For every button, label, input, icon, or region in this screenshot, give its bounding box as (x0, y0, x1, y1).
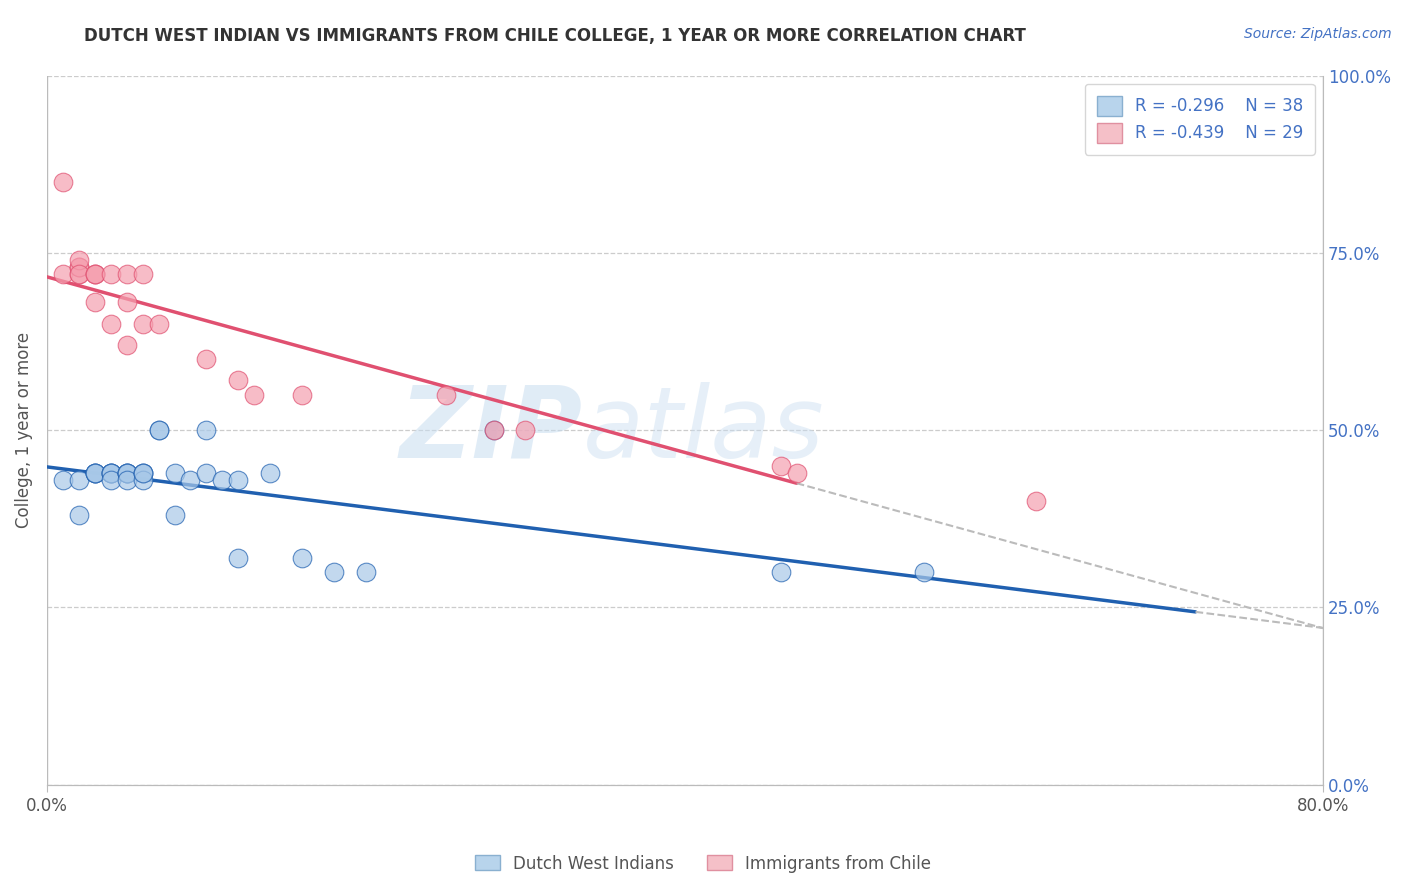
Point (100, 466, 122, 480)
Point (291, 550, 314, 565)
Point (83, 267, 105, 281)
Point (148, 423, 170, 437)
Point (115, 473, 138, 487)
Point (515, 423, 537, 437)
Y-axis label: College, 1 year or more: College, 1 year or more (15, 332, 32, 528)
Point (131, 466, 153, 480)
Point (100, 473, 122, 487)
Point (115, 466, 138, 480)
Point (434, 387, 457, 401)
Point (163, 466, 186, 480)
Point (195, 466, 218, 480)
Point (912, 565, 935, 579)
Point (83, 466, 105, 480)
Point (179, 473, 201, 487)
Point (67, 267, 90, 281)
Point (228, 473, 250, 487)
Point (100, 267, 122, 281)
Point (131, 317, 153, 331)
Point (67, 473, 90, 487)
Point (100, 466, 122, 480)
Point (195, 423, 218, 437)
Point (163, 508, 186, 523)
Point (323, 565, 346, 579)
Point (100, 466, 122, 480)
Point (131, 466, 153, 480)
Point (67, 260, 90, 274)
Point (211, 473, 233, 487)
Point (100, 466, 122, 480)
Point (769, 565, 792, 579)
Text: ZIP: ZIP (399, 382, 583, 479)
Point (769, 458, 792, 473)
Legend: Dutch West Indians, Immigrants from Chile: Dutch West Indians, Immigrants from Chil… (468, 848, 938, 880)
Point (67, 267, 90, 281)
Point (482, 423, 505, 437)
Point (52, 473, 75, 487)
Point (83, 295, 105, 310)
Point (195, 352, 218, 367)
Legend: R = -0.296    N = 38, R = -0.439    N = 29: R = -0.296 N = 38, R = -0.439 N = 29 (1085, 84, 1315, 154)
Text: DUTCH WEST INDIAN VS IMMIGRANTS FROM CHILE COLLEGE, 1 YEAR OR MORE CORRELATION C: DUTCH WEST INDIAN VS IMMIGRANTS FROM CHI… (84, 27, 1026, 45)
Point (67, 260, 90, 274)
Point (83, 267, 105, 281)
Point (115, 466, 138, 480)
Text: Source: ZipAtlas.com: Source: ZipAtlas.com (1244, 27, 1392, 41)
Point (259, 466, 281, 480)
Point (228, 374, 250, 388)
Point (52, 175, 75, 189)
Point (115, 338, 138, 352)
Point (228, 550, 250, 565)
Point (354, 565, 377, 579)
Point (115, 466, 138, 480)
Point (243, 387, 266, 401)
Point (131, 473, 153, 487)
Point (83, 466, 105, 480)
Point (1025, 494, 1047, 508)
Point (148, 423, 170, 437)
Point (115, 295, 138, 310)
Point (52, 267, 75, 281)
Point (100, 317, 122, 331)
Point (115, 267, 138, 281)
Text: atlas: atlas (583, 382, 824, 479)
Point (291, 387, 314, 401)
Point (131, 267, 153, 281)
Point (786, 466, 808, 480)
Point (67, 252, 90, 267)
Point (83, 267, 105, 281)
Point (148, 317, 170, 331)
Point (83, 466, 105, 480)
Point (83, 466, 105, 480)
Point (115, 466, 138, 480)
Point (482, 423, 505, 437)
Point (131, 466, 153, 480)
Point (67, 508, 90, 523)
